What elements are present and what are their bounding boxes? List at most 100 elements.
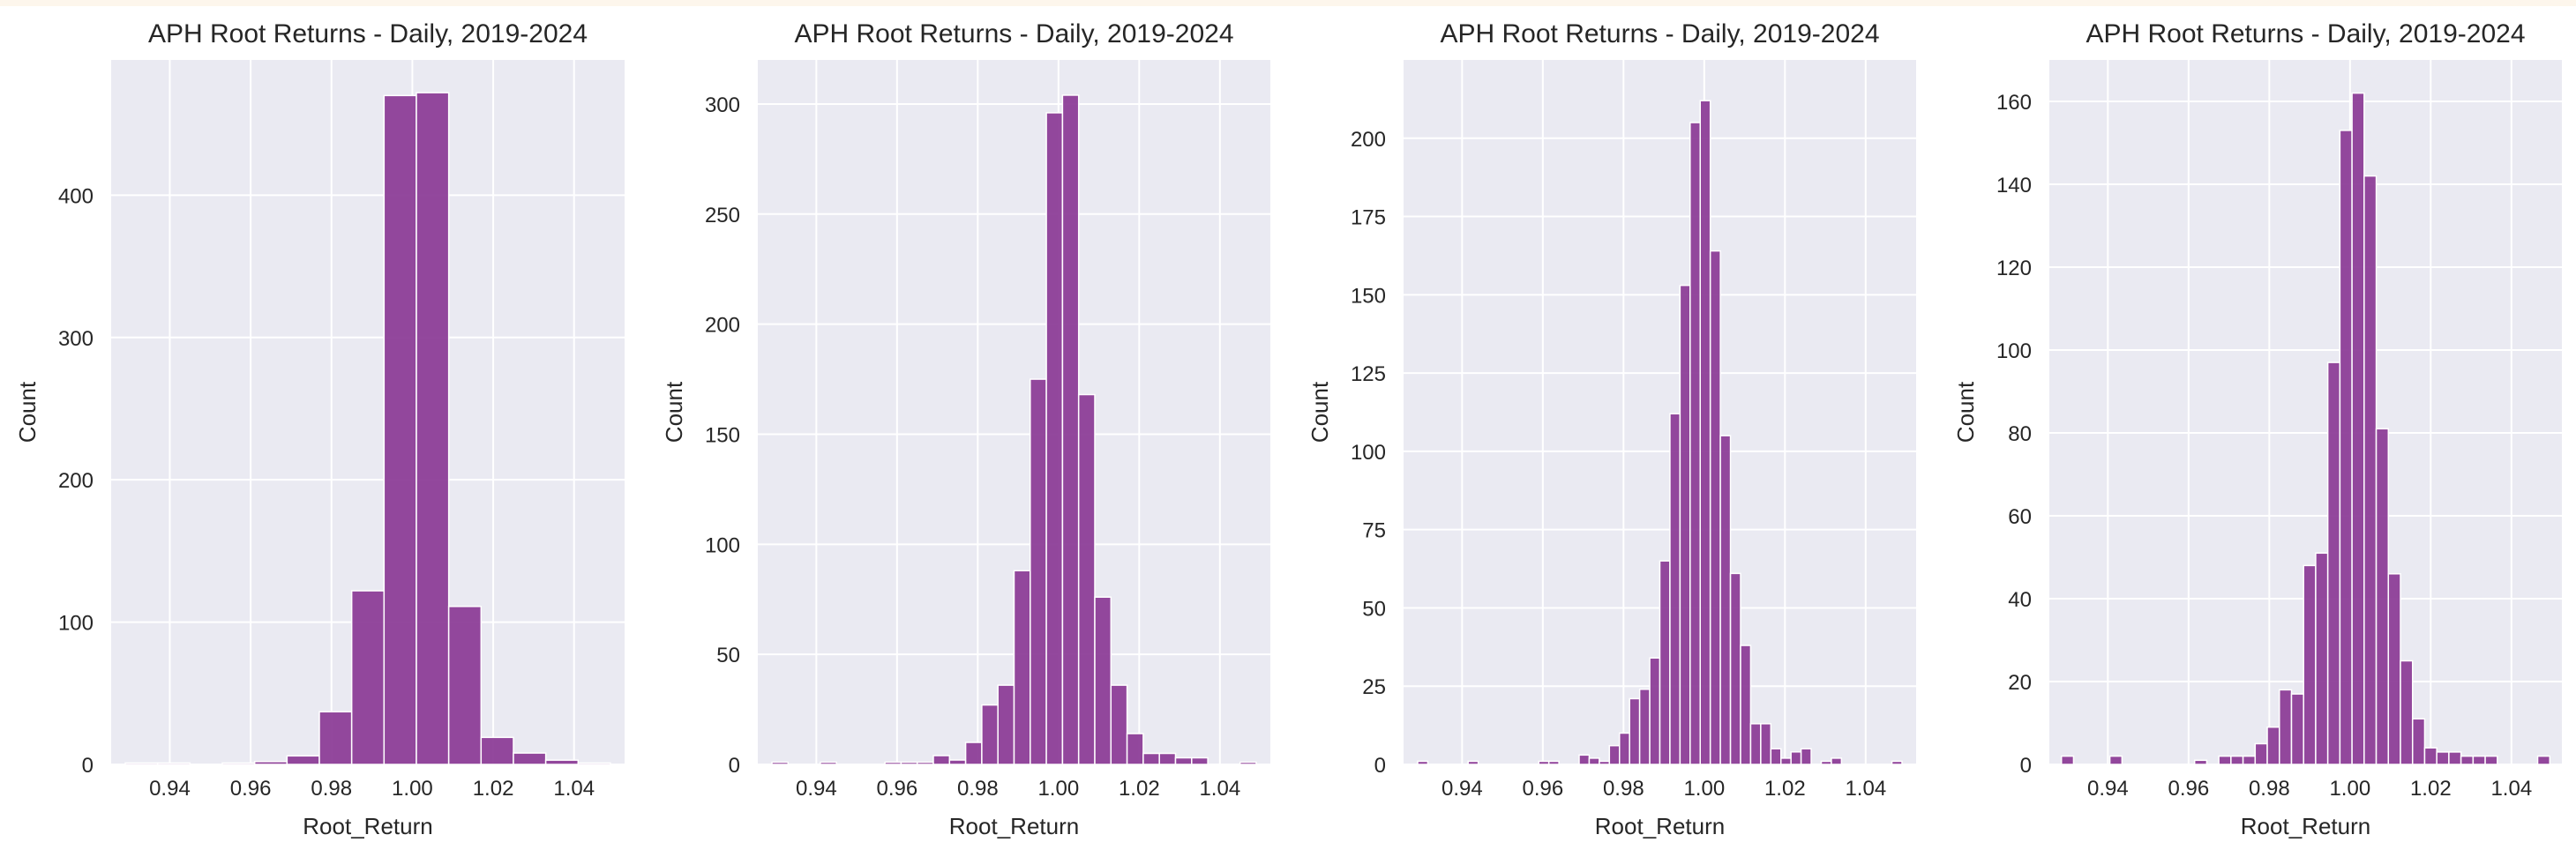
x-tick-label: 0.98 <box>2249 777 2290 801</box>
x-axis-label: Root_Return <box>2241 813 2370 839</box>
y-tick-label: 200 <box>1351 128 1386 152</box>
histogram-bar <box>2230 755 2244 765</box>
chart-panel-1: 0.94 0.96 0.98 1.00 1.02 1.04 0 100 200 300 400 APH… <box>14 19 625 839</box>
x-tick-label: 1.02 <box>1119 777 1160 801</box>
histogram-bar <box>577 762 611 765</box>
histogram-bar <box>350 590 386 765</box>
histogram-bar <box>1013 570 1031 765</box>
histogram-bar <box>2375 428 2390 765</box>
x-tick-label: 0.98 <box>311 777 352 801</box>
x-tick-label: 0.94 <box>149 777 191 801</box>
y-tick-label: 20 <box>2008 671 2032 695</box>
histogram-bar <box>2242 755 2257 765</box>
histogram-bar <box>1142 752 1160 765</box>
histogram-bar <box>318 711 353 765</box>
x-tick-label: 1.04 <box>1845 777 1886 801</box>
histogram-bar <box>1659 560 1671 765</box>
chart-panel-2: 0.94 0.96 0.98 1.00 1.02 1.04 0 50 100 150 200 250 3… <box>661 19 1270 839</box>
y-tick-label: 200 <box>58 469 94 493</box>
histogram-bar <box>916 761 934 765</box>
histogram-bar <box>932 755 951 765</box>
x-tick-label: 1.00 <box>1683 777 1725 801</box>
y-tick-label: 80 <box>2008 422 2032 446</box>
histogram-bar <box>1239 761 1257 765</box>
x-tick-label: 1.04 <box>553 777 595 801</box>
histogram-bar <box>2436 751 2450 765</box>
x-tick-label: 1.00 <box>392 777 433 801</box>
histogram-bar <box>156 762 191 765</box>
y-tick-label: 400 <box>58 184 94 208</box>
chart-panel-4: 0.94 0.96 0.98 1.00 1.02 1.04 0 20 40 60 80 100 120 1… <box>1952 19 2562 839</box>
histogram-bar <box>2484 755 2498 765</box>
y-tick-label: 120 <box>1996 257 2032 280</box>
x-tick-label: 0.98 <box>1603 777 1644 801</box>
histogram-bar <box>1679 284 1691 765</box>
histogram-bar <box>2363 175 2378 765</box>
histogram-bar <box>2536 755 2551 765</box>
x-tick-label: 0.94 <box>1442 777 1483 801</box>
histogram-bar <box>1709 250 1721 765</box>
histogram-bar <box>1719 435 1732 765</box>
histogram-bar <box>948 759 967 765</box>
x-axis-label: Root_Return <box>949 813 1079 839</box>
histogram-bar <box>1547 760 1560 765</box>
histogram-bar <box>2351 92 2365 765</box>
y-axis-label: Count <box>1307 381 1333 443</box>
histogram-bar <box>124 762 159 765</box>
histogram-bar <box>2400 660 2414 765</box>
x-axis-label: Root_Return <box>303 813 432 839</box>
y-tick-label: 300 <box>705 93 740 117</box>
histogram-bar <box>820 761 837 765</box>
y-tick-label: 125 <box>1351 362 1386 386</box>
histogram-bar <box>1729 572 1741 765</box>
chart-panel-3: 0.94 0.96 0.98 1.00 1.02 1.04 0 25 50 75 100 125 150… <box>1307 19 1916 839</box>
histogram-bar <box>1749 723 1762 765</box>
histogram-bar <box>1740 645 1752 765</box>
histogram-bar <box>1417 760 1429 765</box>
histogram-bar <box>286 755 320 765</box>
histogram-bar <box>2108 755 2123 765</box>
histogram-bar <box>1760 723 1772 765</box>
histogram-bar <box>1158 752 1177 765</box>
y-tick-label: 150 <box>705 423 740 447</box>
histogram-bar <box>1077 393 1096 765</box>
histogram-bar <box>964 741 983 765</box>
histogram-bar <box>1094 596 1112 765</box>
histogram-bar <box>2315 552 2329 765</box>
histogram-bar <box>1638 689 1651 765</box>
y-tick-label: 0 <box>2020 754 2032 778</box>
histogram-bar <box>2303 564 2317 765</box>
histogram-bar <box>1831 757 1843 765</box>
y-tick-label: 0 <box>1374 754 1386 778</box>
y-tick-label: 25 <box>1362 675 1386 699</box>
histogram-bar <box>1770 748 1782 765</box>
x-tick-label: 1.02 <box>2410 777 2452 801</box>
histogram-bar <box>2254 742 2268 765</box>
histogram-bar <box>1599 760 1611 765</box>
histogram-bar <box>997 684 1015 765</box>
histogram-bar <box>2279 689 2293 765</box>
x-tick-label: 0.96 <box>876 777 917 801</box>
y-tick-label: 100 <box>1351 441 1386 465</box>
histogram-bar <box>383 94 417 765</box>
histogram-bar <box>1030 378 1047 765</box>
x-tick-label: 1.00 <box>1037 777 1079 801</box>
histogram-bar <box>1538 760 1550 765</box>
histogram-bar <box>480 736 514 765</box>
histogram-bar <box>1588 757 1600 765</box>
histogram-bar <box>2339 130 2353 765</box>
y-tick-label: 50 <box>1362 597 1386 621</box>
histogram-bar <box>1790 751 1802 765</box>
y-axis-label: Count <box>661 381 687 443</box>
x-tick-label: 0.96 <box>230 777 272 801</box>
y-tick-label: 40 <box>2008 588 2032 612</box>
histogram-bar <box>1689 122 1701 765</box>
histogram-bar <box>981 704 999 765</box>
y-tick-label: 300 <box>58 327 94 351</box>
y-tick-label: 75 <box>1362 519 1386 543</box>
histogram-bar <box>2387 573 2401 765</box>
histogram-bar <box>1779 757 1792 765</box>
x-tick-label: 1.02 <box>473 777 514 801</box>
y-tick-label: 140 <box>1996 174 2032 197</box>
